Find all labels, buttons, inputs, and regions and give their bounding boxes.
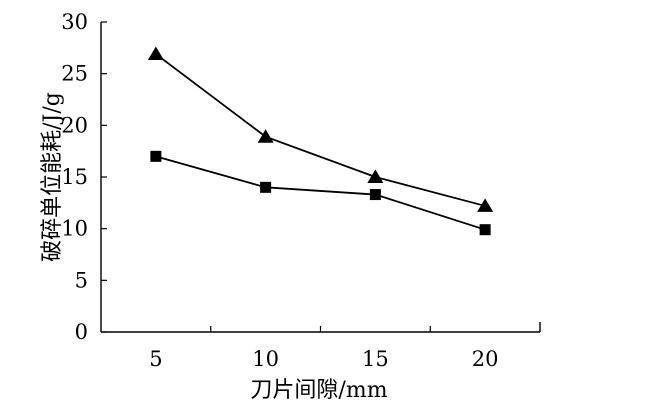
square-marker [479,224,491,236]
triangle-series-line [155,53,486,207]
y-tick-label: 10 [61,217,88,241]
triangle-marker [367,169,384,183]
x-tick-label: 5 [149,347,162,371]
y-tick-label: 5 [75,268,88,292]
square-marker [369,189,381,201]
square-marker [150,150,162,162]
x-tick-label: 15 [362,347,389,371]
y-tick-label: 15 [61,165,88,189]
triangle-marker [477,198,494,212]
square-marker [260,181,272,193]
y-tick-label: 0 [75,320,88,344]
y-axis-title: 破碎单位能耗/J/g [40,92,65,262]
x-tick-label: 10 [252,347,279,371]
triangle-marker [147,46,164,61]
y-tick-label: 25 [61,62,88,86]
y-tick-label: 20 [61,113,88,137]
y-tick-label: 30 [61,10,88,34]
x-tick-label: 20 [472,347,499,371]
x-axis-title: 刀片间隙/mm [250,378,388,403]
triangle-marker [257,129,274,143]
square-series-line [155,155,486,231]
